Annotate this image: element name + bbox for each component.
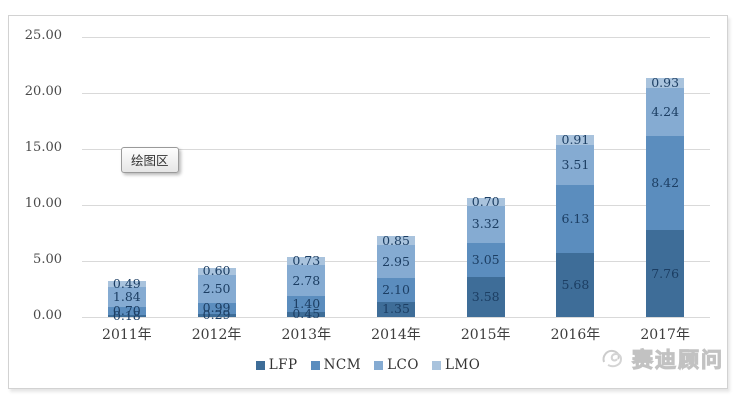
chart-legend: LFP NCM LCO LMO (0, 357, 736, 373)
segment-value-label: 0.45 (292, 306, 321, 322)
segment-value-label: 3.51 (561, 157, 590, 173)
bar-segment-lmo-2014年[interactable] (377, 235, 415, 246)
segment-value-label: 0.18 (112, 307, 141, 323)
x-axis-tick-label: 2013年 (281, 327, 332, 343)
segment-value-label: 1.84 (112, 288, 141, 304)
segment-value-label: 5.68 (561, 277, 590, 293)
bar-segment-lfp-2015年[interactable] (466, 276, 505, 317)
segment-value-label: 4.24 (651, 104, 680, 120)
x-axis-tick-label: 2011年 (102, 327, 152, 343)
segment-value-label: 2.10 (382, 282, 410, 298)
x-axis-tick-label: 2017年 (640, 327, 690, 343)
bar-segment-lco-2015年[interactable] (466, 205, 505, 243)
legend-label: LFP (268, 357, 298, 373)
segment-value-label: 3.05 (471, 251, 500, 267)
bar-segment-lco-2011年[interactable] (107, 286, 146, 308)
y-gridline (82, 205, 710, 206)
segment-value-label: 0.70 (471, 193, 500, 209)
bar-segment-lco-2013年[interactable] (287, 265, 326, 297)
y-gridline (82, 149, 710, 150)
segment-value-label: 7.76 (651, 265, 680, 281)
bar-segment-ncm-2016年[interactable] (556, 184, 595, 254)
y-gridline (82, 37, 710, 38)
legend-label: LCO (387, 357, 419, 373)
segment-value-label: 0.85 (382, 232, 410, 248)
ccid-swirl-logo (602, 349, 623, 368)
bar-segment-lfp-2012年[interactable] (197, 313, 236, 317)
segment-value-label: 0.70 (112, 303, 141, 319)
legend-item-ncm[interactable]: NCM (310, 357, 362, 373)
legend-swatch-icon (431, 360, 441, 370)
segment-value-label: 8.42 (651, 174, 680, 190)
bar-segment-lco-2014年[interactable] (377, 245, 415, 279)
legend-swatch-icon (255, 360, 265, 370)
y-axis-tick-label: 10.00 (24, 196, 62, 211)
x-axis-tick-label: 2014年 (371, 327, 421, 343)
segment-value-label: 0.93 (651, 75, 680, 91)
segment-value-label: 3.32 (471, 216, 500, 232)
bar-segment-ncm-2011年[interactable] (107, 307, 146, 315)
legend-item-lco[interactable]: LCO (374, 357, 419, 373)
bar-segment-lmo-2013年[interactable] (287, 256, 326, 266)
y-gridline (82, 317, 710, 318)
x-axis-tick-label: 2015年 (460, 327, 511, 343)
segment-value-label: 1.40 (292, 296, 321, 312)
y-axis-tick-label: 25.00 (24, 28, 62, 43)
bar-segment-ncm-2014年[interactable] (377, 278, 415, 302)
y-axis-tick-label: 15.00 (24, 140, 62, 155)
y-gridline (82, 93, 710, 94)
bar-segment-lmo-2015年[interactable] (466, 197, 505, 206)
y-axis-tick-label: 20.00 (24, 84, 62, 99)
bar-segment-lmo-2012年[interactable] (197, 267, 236, 275)
segment-value-label: 2.95 (382, 253, 410, 269)
bar-segment-lfp-2011年[interactable] (107, 314, 146, 317)
x-axis-tick-label: 2012年 (191, 327, 242, 343)
bar-segment-lmo-2016年[interactable] (556, 135, 595, 146)
y-axis-tick-label: 5.00 (33, 252, 62, 267)
segment-value-label: 0.60 (202, 263, 231, 279)
bar-segment-lfp-2013年[interactable] (287, 311, 326, 317)
segment-value-label: 0.29 (202, 307, 231, 323)
x-axis-tick-label: 2016年 (550, 327, 601, 343)
bar-segment-ncm-2013年[interactable] (287, 296, 326, 312)
legend-label: NCM (323, 357, 362, 373)
bar-segment-lco-2017年[interactable] (646, 88, 685, 136)
segment-value-label: 2.78 (292, 272, 321, 288)
bar-segment-lfp-2016年[interactable] (556, 253, 595, 317)
legend-swatch-icon (310, 360, 320, 370)
segment-value-label: 1.35 (382, 301, 410, 317)
plot-area-tooltip: 绘图区 (121, 147, 179, 173)
watermark: 赛迪顾问 (600, 344, 724, 374)
watermark-text: 赛迪顾问 (632, 347, 724, 373)
segment-value-label: 6.13 (561, 211, 590, 227)
segment-value-label: 0.49 (112, 275, 141, 291)
segment-value-label: 0.73 (292, 253, 321, 269)
legend-swatch-icon (374, 360, 384, 370)
legend-item-lmo[interactable]: LMO (431, 357, 481, 373)
bar-segment-ncm-2017年[interactable] (646, 135, 685, 231)
chart-frame (8, 15, 728, 389)
legend-item-lfp[interactable]: LFP (255, 357, 298, 373)
segment-value-label: 3.58 (471, 288, 500, 304)
bar-segment-lfp-2017年[interactable] (646, 230, 685, 317)
bar-segment-lfp-2014年[interactable] (377, 301, 415, 317)
y-axis-tick-label: 0.00 (33, 308, 62, 323)
bar-segment-ncm-2012年[interactable] (197, 302, 236, 314)
bar-segment-lco-2016年[interactable] (556, 145, 595, 185)
bar-segment-lco-2012年[interactable] (197, 274, 236, 303)
segment-value-label: 0.91 (561, 132, 590, 148)
bar-segment-lmo-2011年[interactable] (107, 281, 146, 287)
bar-segment-ncm-2015年[interactable] (466, 242, 505, 277)
segment-value-label: 2.50 (202, 280, 231, 296)
legend-label: LMO (444, 357, 481, 373)
segment-value-label: 0.99 (202, 300, 231, 316)
bar-segment-lmo-2017年[interactable] (646, 77, 685, 89)
